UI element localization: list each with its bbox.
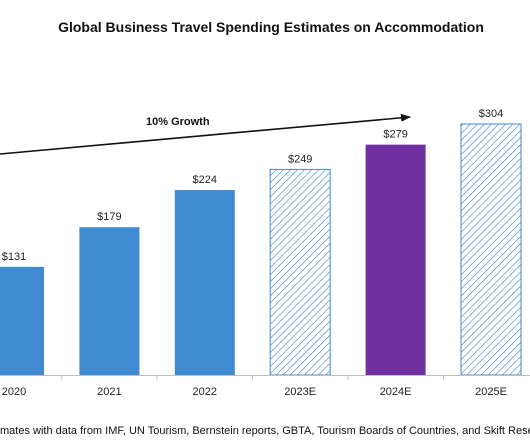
x-tick-2020: 2020 (2, 386, 26, 398)
data-label-2024e: $279 (383, 129, 407, 141)
x-tick-2022: 2022 (193, 386, 217, 398)
chart-title: Global Business Travel Spending Estimate… (58, 19, 484, 35)
growth-annotation: 10% Growth (146, 116, 210, 128)
x-tick-2025e: 2025E (475, 386, 507, 398)
bar-2021 (79, 227, 140, 375)
data-label-2022: $224 (193, 174, 217, 186)
bar-2020 (0, 266, 44, 375)
bar-2023e (269, 168, 331, 376)
bar-2025e (460, 123, 522, 376)
bar-2022 (174, 190, 235, 375)
data-label-2020: $131 (2, 251, 26, 263)
x-tick-2021: 2021 (97, 386, 121, 398)
data-label-2025e: $304 (479, 108, 503, 120)
growth-arrow (0, 113, 411, 155)
data-label-2021: $179 (97, 211, 121, 223)
source-note: mates with data from IMF, UN Tourism, Be… (0, 425, 530, 437)
x-tick-2023e: 2023E (284, 386, 316, 398)
data-label-2023e: $249 (288, 153, 312, 165)
x-tick-2024e: 2024E (380, 386, 412, 398)
bar-2024e (365, 144, 426, 375)
